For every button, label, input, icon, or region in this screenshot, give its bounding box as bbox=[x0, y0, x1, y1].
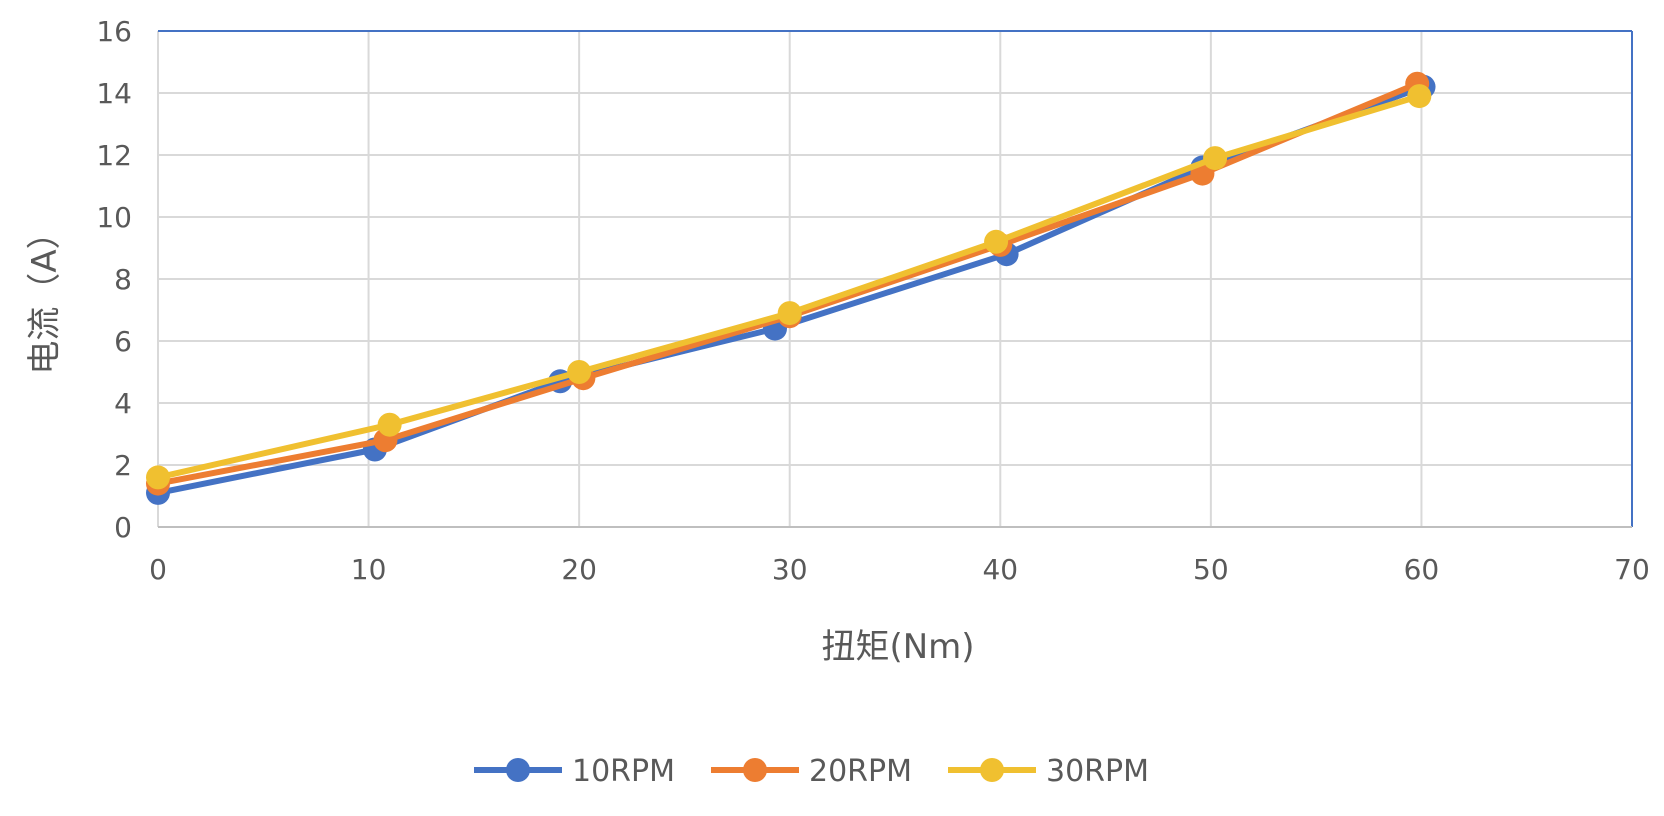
legend: 10RPM 20RPM 30RPM bbox=[474, 754, 1149, 789]
y-tick-label-3: 6 bbox=[114, 325, 132, 358]
x-tick-label-1: 10 bbox=[351, 553, 387, 586]
legend-swatch-marker-20RPM bbox=[743, 758, 767, 782]
x-tick-labels: 0 10 20 30 40 50 60 70 bbox=[149, 553, 1650, 586]
series-layer bbox=[146, 71, 1436, 505]
legend-label-30RPM: 30RPM bbox=[1046, 754, 1149, 789]
legend-item-30RPM: 30RPM bbox=[948, 754, 1149, 789]
y-tick-label-4: 8 bbox=[114, 263, 132, 296]
y-tick-label-6: 12 bbox=[96, 139, 132, 172]
series-10RPM bbox=[146, 74, 1436, 505]
y-axis-title: 电流（A） bbox=[25, 215, 65, 374]
legend-swatch-marker-10RPM bbox=[506, 758, 530, 782]
data-point-30RPM-5 bbox=[1203, 146, 1228, 171]
x-tick-label-3: 30 bbox=[772, 553, 808, 586]
series-30RPM bbox=[146, 84, 1432, 490]
data-point-30RPM-6 bbox=[1407, 84, 1432, 109]
data-point-30RPM-2 bbox=[567, 360, 592, 384]
legend-label-10RPM: 10RPM bbox=[572, 754, 675, 789]
legend-swatch-marker-30RPM bbox=[980, 758, 1004, 782]
y-tick-label-8: 16 bbox=[96, 15, 132, 48]
plot-border bbox=[158, 30, 1633, 528]
x-tick-label-5: 50 bbox=[1193, 553, 1229, 586]
x-tick-label-4: 40 bbox=[982, 553, 1018, 586]
series-20RPM bbox=[146, 71, 1430, 496]
series-line-20RPM bbox=[155, 80, 1421, 487]
y-tick-label-1: 2 bbox=[114, 449, 132, 482]
y-tick-label-7: 14 bbox=[96, 77, 132, 110]
data-point-30RPM-4 bbox=[984, 229, 1009, 254]
x-tick-label-2: 20 bbox=[561, 553, 597, 586]
series-line-30RPM bbox=[155, 93, 1423, 481]
data-point-30RPM-0 bbox=[146, 465, 170, 490]
legend-label-20RPM: 20RPM bbox=[809, 754, 912, 789]
data-point-30RPM-3 bbox=[777, 301, 802, 326]
x-tick-label-7: 70 bbox=[1614, 553, 1650, 586]
x-axis-title: 扭矩(Nm) bbox=[821, 627, 974, 667]
legend-item-10RPM: 10RPM bbox=[474, 754, 675, 789]
y-tick-label-2: 4 bbox=[114, 387, 132, 420]
x-tick-label-0: 0 bbox=[149, 553, 167, 586]
legend-item-20RPM: 20RPM bbox=[711, 754, 912, 789]
y-tick-label-5: 10 bbox=[96, 201, 132, 234]
y-tick-label-0: 0 bbox=[114, 511, 132, 544]
y-tick-labels: 0 2 4 6 8 10 12 14 16 bbox=[96, 15, 132, 544]
data-point-30RPM-1 bbox=[377, 412, 402, 437]
x-tick-label-6: 60 bbox=[1404, 553, 1440, 586]
